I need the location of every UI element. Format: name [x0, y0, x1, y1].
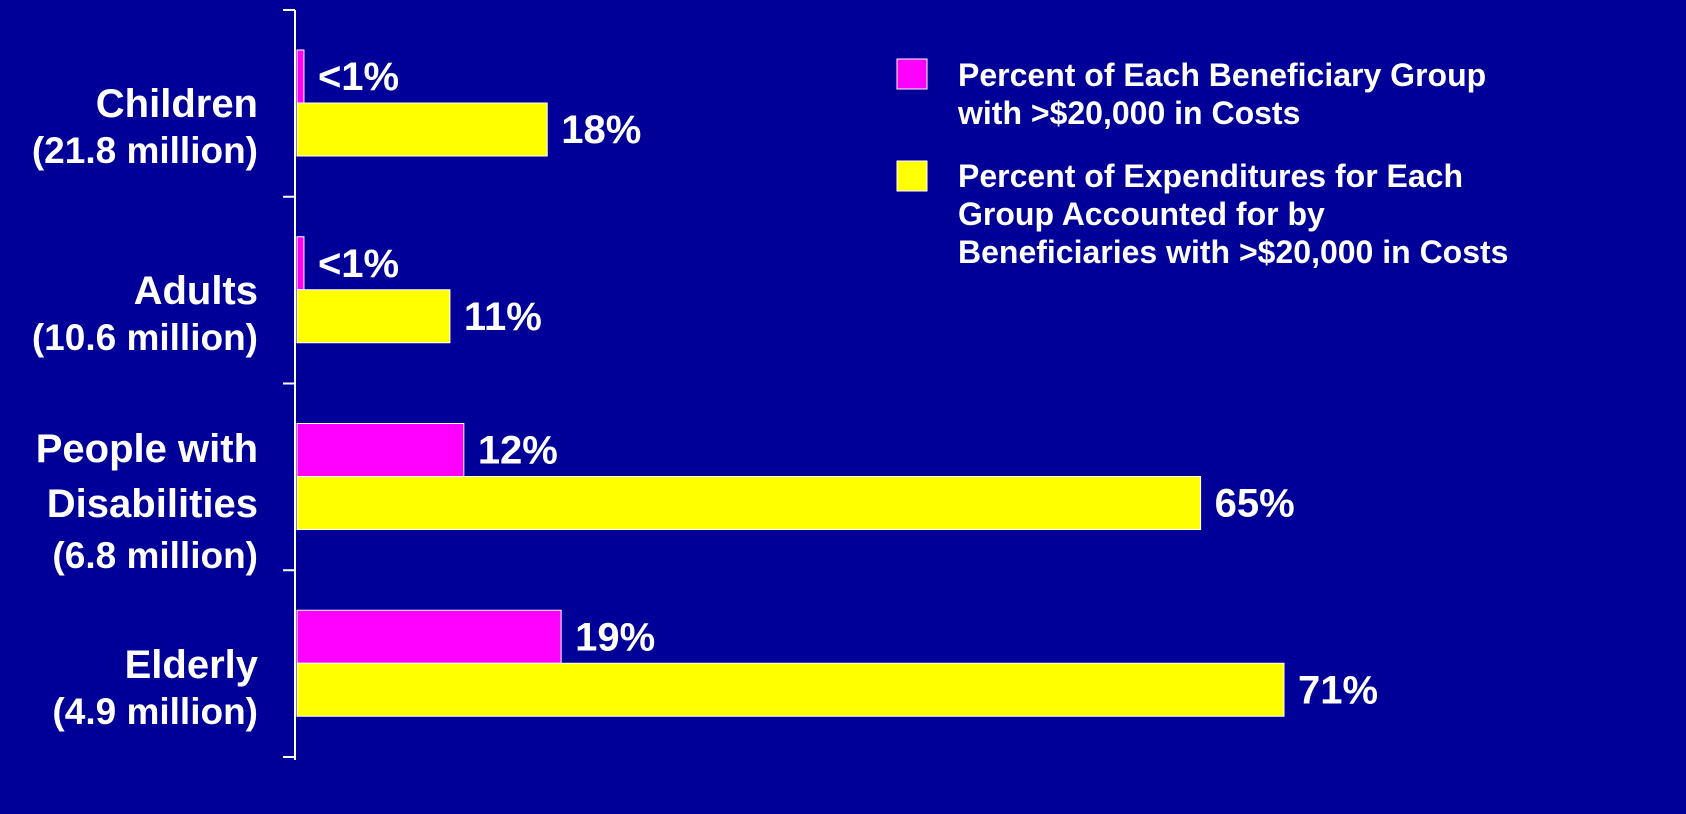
legend-swatch-expenditure	[896, 160, 928, 192]
category-label: Elderly	[125, 643, 259, 687]
data-labels: <1% <1% 12% 19% 18% 11% 65% 71%	[318, 55, 1378, 712]
category-sublabel: (4.9 million)	[52, 691, 258, 732]
category-sublabel: (21.8 million)	[32, 130, 258, 171]
legend-entry-text: with >$20,000 in Costs	[957, 95, 1300, 131]
bar-expenditure-share	[296, 289, 451, 344]
data-label: 12%	[478, 429, 558, 473]
bar-beneficiary-share	[296, 609, 562, 664]
bar-beneficiary-share	[296, 49, 305, 104]
bars	[296, 49, 1285, 717]
data-label: 18%	[561, 108, 641, 152]
bar-expenditure-share	[296, 662, 1285, 717]
data-label: <1%	[318, 55, 399, 99]
bar-beneficiary-share	[296, 236, 305, 291]
legend-entry-text: Percent of Expenditures for Each	[958, 158, 1463, 194]
legend-swatch-beneficiary	[896, 58, 928, 90]
category-label: Adults	[134, 269, 258, 313]
legend-entry-text: Percent of Each Beneficiary Group	[958, 57, 1486, 93]
legend-entry-text: Group Accounted for by	[958, 196, 1325, 232]
category-axis	[283, 9, 296, 760]
data-label: 19%	[575, 615, 655, 659]
data-label: 11%	[464, 295, 542, 339]
category-sublabel: (10.6 million)	[32, 317, 258, 358]
data-label: 71%	[1298, 668, 1378, 712]
category-sublabel: (6.8 million)	[52, 535, 258, 576]
category-labels: Children(21.8 million) Adults(10.6 millio…	[32, 82, 259, 732]
bar-expenditure-share	[296, 102, 548, 157]
data-label: <1%	[318, 242, 399, 286]
data-label: 65%	[1215, 482, 1295, 526]
category-label: Disabilities	[47, 482, 258, 526]
category-label: Children	[96, 82, 258, 126]
legend-entry-text: Beneficiaries with >$20,000 in Costs	[958, 234, 1508, 270]
category-label: People with	[36, 427, 258, 471]
bar-beneficiary-share	[296, 423, 465, 477]
bar-expenditure-share	[296, 476, 1202, 530]
